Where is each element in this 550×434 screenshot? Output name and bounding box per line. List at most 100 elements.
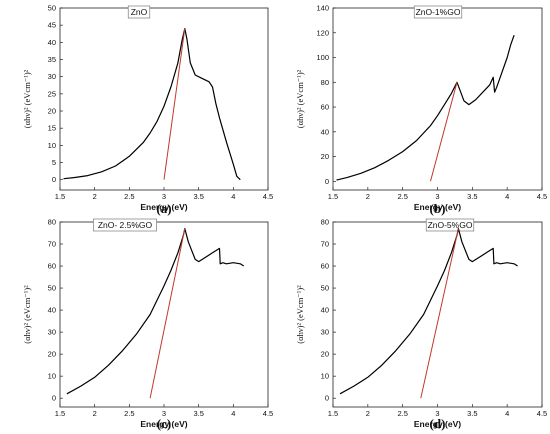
x-tick-label: 4.5 — [263, 192, 273, 201]
x-tick-label: 4.5 — [263, 409, 273, 418]
panel-label: (a) — [156, 201, 171, 216]
y-tick-label: 40 — [321, 306, 329, 315]
x-tick-label: 2 — [366, 409, 370, 418]
y-tick-label: 10 — [48, 372, 56, 381]
chart-title: ZnO-1%GO — [416, 7, 461, 17]
x-tick-label: 1.5 — [328, 192, 338, 201]
y-tick-label: 80 — [321, 218, 329, 227]
tauc-tangent-line — [430, 82, 458, 182]
x-tick-label: 2.5 — [397, 409, 407, 418]
panel-label: (d) — [430, 416, 446, 431]
y-axis-title: (αhν)² (eVcm⁻¹)² — [22, 69, 32, 128]
y-tick-label: 70 — [48, 240, 56, 249]
x-tick-label: 1.5 — [55, 192, 65, 201]
y-tick-label: 80 — [48, 218, 56, 227]
absorption-curve — [66, 228, 245, 395]
y-tick-label: 60 — [321, 262, 329, 271]
y-tick-label: 60 — [321, 103, 329, 112]
y-tick-label: 80 — [321, 78, 329, 87]
y-tick-label: 45 — [48, 21, 56, 30]
x-tick-label: 1.5 — [328, 409, 338, 418]
chart-panel-4: 1.5 2 2.5 3 3.5 4 4.5 0 10 20 30 40 50 60 70 80 Energy (… — [295, 218, 547, 432]
y-tick-label: 20 — [321, 152, 329, 161]
x-tick-label: 3 — [435, 409, 439, 418]
plot-frame — [332, 7, 543, 191]
y-tick-label: 40 — [321, 127, 329, 136]
y-tick-label: 30 — [48, 72, 56, 81]
y-axis-title: (αhν)² (eVcm⁻¹)² — [295, 69, 305, 128]
x-tick-label: 4 — [231, 192, 235, 201]
x-tick-label: 3 — [435, 192, 439, 201]
y-tick-label: 100 — [316, 53, 329, 62]
y-tick-label: 20 — [48, 107, 56, 116]
y-tick-label: 50 — [321, 284, 329, 293]
x-axis-title: Energy (eV) — [414, 419, 461, 429]
y-tick-label: 0 — [52, 394, 56, 403]
y-tick-label: 35 — [48, 55, 56, 64]
x-tick-label: 3.5 — [193, 192, 203, 201]
x-axis-title: Energy (eV) — [414, 202, 461, 212]
tauc-tangent-line — [163, 28, 186, 180]
absorption-curve — [336, 35, 515, 181]
y-tick-label: 70 — [321, 240, 329, 249]
y-tick-label: 5 — [52, 158, 56, 167]
x-tick-label: 2.5 — [124, 409, 134, 418]
x-tick-label: 3.5 — [467, 192, 477, 201]
panel-label: (b) — [430, 201, 446, 216]
chart-panel-3: 1.5 2 2.5 3 3.5 4 4.5 0 10 20 30 40 50 60 70 80 Energy (… — [22, 218, 273, 432]
x-tick-label: 2.5 — [397, 192, 407, 201]
x-tick-label: 3.5 — [193, 409, 203, 418]
y-tick-label: 0 — [52, 175, 56, 184]
y-tick-label: 40 — [48, 306, 56, 315]
x-tick-label: 4 — [231, 409, 235, 418]
chart-panel-2: 1.5 2 2.5 3 3.5 4 4.5 0 20 40 60 80 100 120 140 Energy … — [295, 4, 547, 217]
chart-title: ZnO — [131, 7, 148, 17]
x-tick-label: 3 — [162, 192, 166, 201]
tauc-tangent-line — [420, 228, 459, 399]
chart-title: ZnO-5%GO — [428, 220, 473, 230]
y-axis-title: (αhν)² (eVcm⁻¹)² — [295, 285, 305, 344]
x-tick-label: 4.5 — [537, 192, 547, 201]
x-tick-label: 2 — [366, 192, 370, 201]
x-tick-label: 3 — [162, 409, 166, 418]
y-tick-label: 40 — [48, 38, 56, 47]
x-tick-label: 2 — [93, 192, 97, 201]
x-tick-label: 3.5 — [467, 409, 477, 418]
x-axis-title: Energy (eV) — [140, 202, 187, 212]
chart-title: ZnO- 2.5%GO — [98, 220, 153, 230]
y-tick-label: 10 — [48, 141, 56, 150]
y-tick-label: 140 — [316, 4, 329, 13]
title-badge — [93, 218, 157, 232]
x-tick-label: 4.5 — [537, 409, 547, 418]
y-axis-title: (αhν)² (eVcm⁻¹)² — [22, 285, 32, 344]
y-tick-label: 120 — [316, 28, 329, 37]
absorption-curve — [63, 28, 241, 181]
y-tick-label: 20 — [321, 350, 329, 359]
x-tick-label: 2 — [93, 409, 97, 418]
x-tick-label: 4 — [505, 192, 509, 201]
absorption-curve — [339, 228, 518, 395]
tauc-tangent-line — [149, 228, 186, 399]
y-tick-label: 50 — [48, 4, 56, 13]
title-badge — [413, 5, 463, 19]
y-tick-label: 15 — [48, 124, 56, 133]
x-tick-label: 2.5 — [124, 192, 134, 201]
title-badge — [425, 218, 475, 232]
panel-label: (c) — [157, 416, 171, 431]
y-tick-label: 0 — [325, 394, 329, 403]
y-tick-label: 10 — [321, 372, 329, 381]
y-tick-label: 25 — [48, 89, 56, 98]
y-tick-label: 60 — [48, 262, 56, 271]
plot-frame — [59, 7, 269, 191]
x-tick-label: 1.5 — [55, 409, 65, 418]
x-tick-label: 4 — [505, 409, 509, 418]
y-tick-label: 20 — [48, 350, 56, 359]
y-tick-label: 0 — [325, 177, 329, 186]
y-tick-label: 30 — [48, 328, 56, 337]
x-axis-title: Energy (eV) — [140, 419, 187, 429]
title-badge — [127, 5, 151, 19]
y-tick-label: 30 — [321, 328, 329, 337]
chart-panel-1: 1.5 2 2.5 3 3.5 4 4.5 0 5 10 15 20 25 30 35 40 45 50 Energ… — [22, 4, 273, 217]
y-tick-label: 50 — [48, 284, 56, 293]
